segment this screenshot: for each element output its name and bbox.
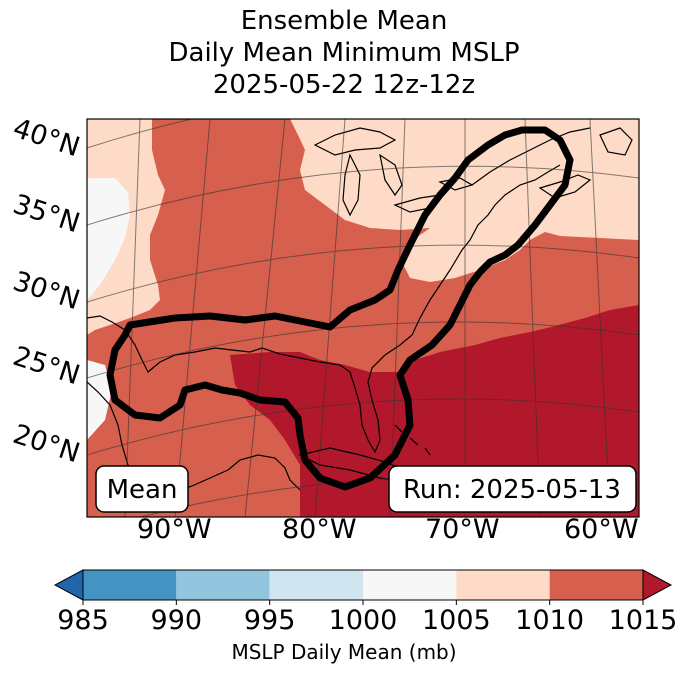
colorbar-segment (269, 570, 363, 600)
title-line-3: 2025-05-22 12z-12z (212, 70, 476, 100)
field-1000-1005-west-south (87, 360, 112, 440)
lon-label-70w: 70°W (425, 514, 500, 545)
great-lakes-michigan (342, 153, 361, 217)
colorbar-extend-high (642, 569, 673, 601)
colorbar-extend-low (53, 569, 84, 601)
colorbar-segment (549, 570, 643, 600)
field-gt1015-south (230, 305, 639, 517)
mslp-field (87, 119, 639, 517)
run-label-box: Run: 2025-05-13 (388, 465, 637, 513)
colorbar-segment (363, 570, 457, 600)
colorbar-tick-label: 985 (57, 605, 109, 636)
colorbar-tick-label: 1015 (608, 605, 678, 636)
great-lakes-huron (379, 153, 403, 197)
lon-label-60w: 60°W (564, 514, 639, 545)
field-1000-1005-west (87, 178, 130, 300)
colorbar-tick-label: 1005 (421, 605, 491, 636)
outlook-contour (106, 126, 574, 491)
map-frame (86, 118, 640, 518)
newfoundland (599, 127, 633, 156)
colorbar-segment (456, 570, 550, 600)
gulf-coast (87, 164, 561, 454)
mean-label-box: Mean (95, 465, 189, 513)
st-lawrence (471, 127, 591, 186)
graticule (87, 119, 639, 517)
lon-label-80w: 80°W (282, 514, 357, 545)
colorbar-segment (83, 570, 177, 600)
run-label: Run: 2025-05-13 (403, 475, 621, 505)
colorbar-label: MSLP Daily Mean (mb) (231, 640, 457, 664)
lon-label-90w: 90°W (137, 514, 212, 545)
mean-label: Mean (107, 475, 178, 505)
great-lakes-superior (313, 127, 397, 156)
colorbar-tick-label: 990 (150, 605, 203, 636)
title-line-1: Ensemble Mean (240, 6, 448, 36)
colorbar-segment (176, 570, 270, 600)
title-line-2: Daily Mean Minimum MSLP (168, 38, 520, 68)
colorbar-tick-label: 1000 (328, 605, 398, 636)
colorbar-tick-label: 995 (243, 605, 296, 636)
bahamas (394, 424, 431, 456)
colorbar-tick-label: 1010 (515, 605, 585, 636)
yucatan-coast (227, 454, 301, 491)
colorbar (53, 569, 673, 605)
